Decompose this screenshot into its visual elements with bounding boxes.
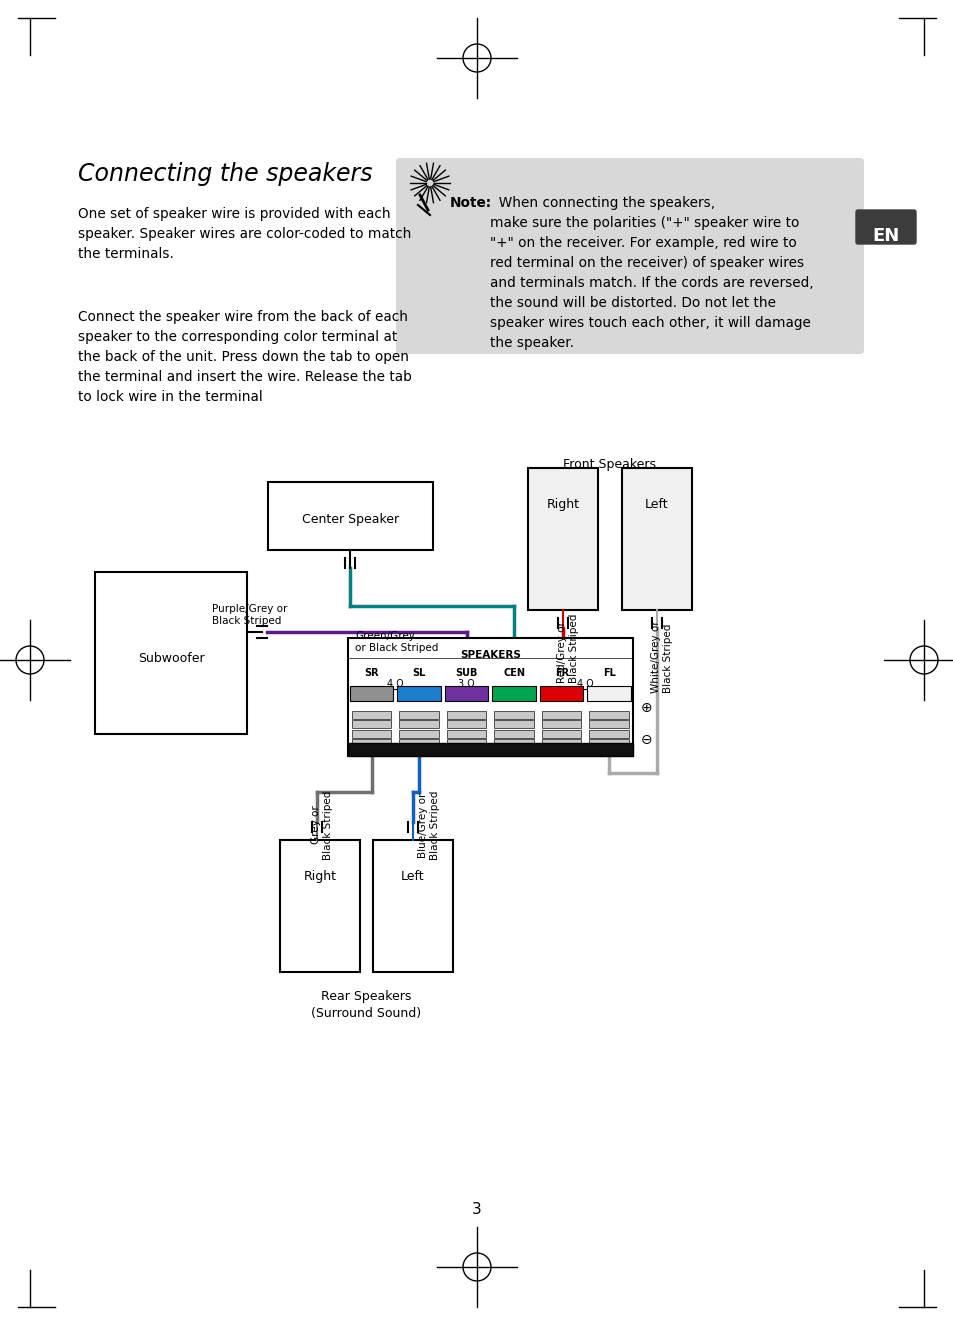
Bar [268,482,433,550]
Text: 3: 3 [472,1203,481,1218]
Bar [541,730,581,738]
Bar [447,730,486,738]
Text: CEN: CEN [503,668,525,678]
Bar [587,686,630,701]
Text: Grey or
Black Striped: Grey or Black Striped [311,790,333,860]
Bar [399,739,438,747]
FancyBboxPatch shape [855,209,915,244]
Bar [352,712,391,719]
Bar [352,730,391,738]
Bar [494,712,534,719]
Text: 3 Ω: 3 Ω [458,678,475,689]
Text: FR: FR [554,668,568,678]
Text: One set of speaker wire is provided with each
speaker. Speaker wires are color-c: One set of speaker wire is provided with… [78,207,411,261]
Bar [397,686,440,701]
Bar [352,719,391,727]
Text: SPEAKERS: SPEAKERS [459,651,520,660]
Bar [494,739,534,747]
Text: FL: FL [602,668,615,678]
Bar [348,639,633,757]
Text: White/Grey or
Black Striped: White/Grey or Black Striped [651,620,672,693]
Text: Left: Left [401,871,424,882]
FancyBboxPatch shape [395,158,863,354]
Text: Note:: Note: [450,196,492,209]
Bar [444,686,488,701]
Bar [541,739,581,747]
Bar [527,468,598,610]
Bar [589,712,628,719]
Bar [447,739,486,747]
Text: Subwoofer: Subwoofer [137,652,204,665]
Text: Purple/Grey or
Black Striped: Purple/Grey or Black Striped [212,604,287,625]
Text: SUB: SUB [456,668,477,678]
Text: ⊕: ⊕ [640,701,652,716]
Bar [447,712,486,719]
Bar [541,712,581,719]
Bar [589,730,628,738]
Bar [399,719,438,727]
Bar [280,840,359,973]
Text: Red/Grey or
Black Striped: Red/Grey or Black Striped [557,613,578,682]
Bar [350,686,393,701]
Text: Right: Right [546,498,578,511]
Bar [447,719,486,727]
Bar [589,739,628,747]
Text: SR: SR [364,668,378,678]
Text: Blue/Grey or
Black Striped: Blue/Grey or Black Striped [417,790,439,860]
Bar [373,840,453,973]
Text: ⊖: ⊖ [640,733,652,747]
Text: 4 Ω: 4 Ω [387,678,403,689]
Text: Center Speaker: Center Speaker [301,513,398,526]
Bar [539,686,583,701]
Text: SL: SL [412,668,425,678]
Bar [494,730,534,738]
Text: Rear Speakers
(Surround Sound): Rear Speakers (Surround Sound) [311,990,421,1020]
Bar [589,719,628,727]
Text: 4 Ω: 4 Ω [577,678,593,689]
Bar [352,739,391,747]
Bar [541,719,581,727]
Text: Green/Grey
or Black Striped: Green/Grey or Black Striped [355,631,438,653]
Bar [621,468,691,610]
Bar [494,719,534,727]
Text: Connecting the speakers: Connecting the speakers [78,162,372,186]
Bar [399,712,438,719]
Text: Front Speakers: Front Speakers [563,458,656,470]
Bar [399,730,438,738]
Text: EN: EN [871,227,899,245]
Bar [348,743,633,757]
Text: Right: Right [303,871,336,882]
Text: When connecting the speakers,
make sure the polarities ("+" speaker wire to
"+" : When connecting the speakers, make sure … [490,196,813,350]
Bar [492,686,536,701]
Text: Connect the speaker wire from the back of each
speaker to the corresponding colo: Connect the speaker wire from the back o… [78,310,412,404]
Bar [95,572,247,734]
Text: Left: Left [644,498,668,511]
